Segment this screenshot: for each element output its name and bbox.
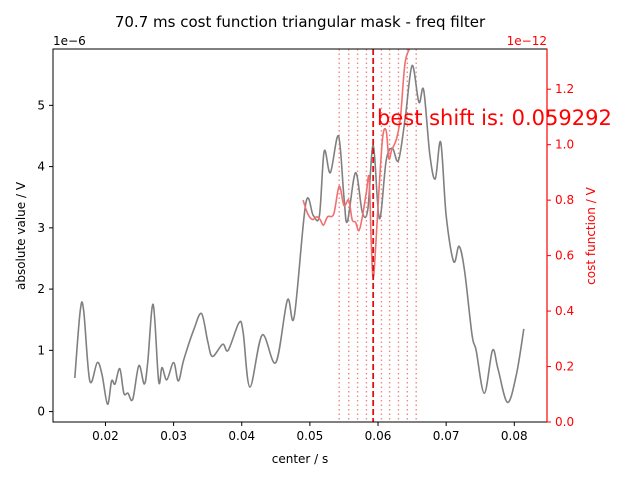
left-y-axis-label: absolute value / V [14,181,28,290]
right-y-axis-label: cost function / V [584,186,598,284]
x-tick-label-3: 0.05 [297,429,324,443]
left-y-tick-label-5: 5 [37,98,45,112]
left-y-tick-label-0: 0 [37,405,45,419]
right-y-axis-ticks: 0.0 0.2 0.4 0.6 0.8 1.0 1.2 [547,82,574,429]
x-tick-label-2: 0.04 [228,429,255,443]
x-axis-ticks: 0.02 0.03 0.04 0.05 0.06 0.07 0.08 [92,422,528,443]
gray-series-line [74,64,525,406]
left-y-tick-label-4: 4 [37,160,45,174]
red-series-line [302,49,411,279]
right-y-tick-label-6: 1.2 [555,82,574,96]
left-y-tick-label-1: 1 [37,343,45,357]
right-y-tick-label-3: 0.6 [555,249,574,263]
dotted-vlines [338,49,417,422]
x-tick-label-1: 0.03 [160,429,187,443]
left-y-tick-label-2: 2 [37,282,45,296]
left-y-axis-ticks: 0 1 2 3 4 5 [37,98,53,419]
best-shift-annotation: best shift is: 0.059292 [377,106,612,130]
right-offset-text: 1e−12 [507,34,547,48]
right-y-tick-label-1: 0.2 [555,360,574,374]
x-tick-label-0: 0.02 [92,429,119,443]
x-tick-label-5: 0.07 [433,429,460,443]
left-y-tick-label-3: 3 [37,221,45,235]
chart-title: 70.7 ms cost function triangular mask - … [115,13,486,31]
right-y-tick-label-4: 0.8 [555,193,574,207]
right-y-tick-label-5: 1.0 [555,138,574,152]
x-axis-label: center / s [272,452,329,466]
x-tick-label-4: 0.06 [365,429,392,443]
x-tick-label-6: 0.08 [501,429,528,443]
left-offset-text: 1e−6 [53,34,86,48]
right-y-tick-label-2: 0.4 [555,304,574,318]
right-y-tick-label-0: 0.0 [555,415,574,429]
